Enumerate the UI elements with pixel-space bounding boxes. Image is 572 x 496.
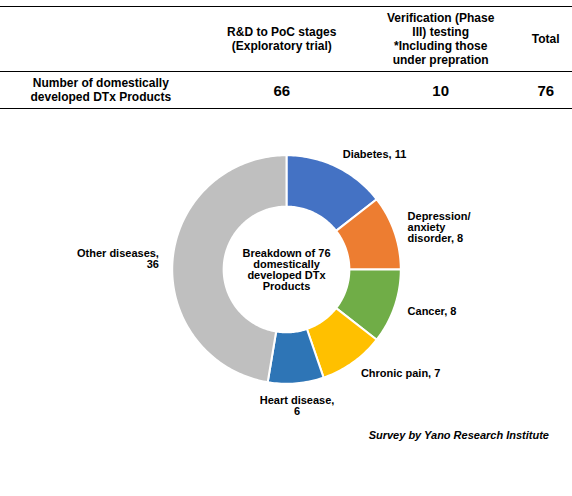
svg-text:Other diseases,36: Other diseases,36 <box>77 247 159 270</box>
svg-text:Breakdown of 76domesticallydev: Breakdown of 76domesticallydeveloped DTx… <box>242 247 330 292</box>
html-text:R&D to PoC stages (Exploratory: R&D to PoC stages (Exploratory trial) <box>227 25 337 53</box>
html-text:Number of domestically develop: Number of domestically developed DTx Pro… <box>30 76 172 104</box>
html-text:10: 10 <box>432 81 449 99</box>
svg-text:Cancer, 8: Cancer, 8 <box>408 305 457 317</box>
svg-text:Heart disease,6: Heart disease,6 <box>260 394 335 417</box>
html-text:Total: Total <box>531 32 560 46</box>
svg-text:Diabetes, 11: Diabetes, 11 <box>343 148 407 160</box>
html-text:76: 76 <box>537 81 555 99</box>
html-text:Survey by Yano Research Instit: Survey by Yano Research Institute <box>368 429 549 441</box>
html-text:Verification (Phase III) testi: Verification (Phase III) testing *Includ… <box>387 11 495 67</box>
html-text:66: 66 <box>273 81 291 99</box>
svg-text:Depression/anxietydisorder, 8: Depression/anxietydisorder, 8 <box>408 210 471 244</box>
svg-text:Chronic pain, 7: Chronic pain, 7 <box>361 367 440 379</box>
